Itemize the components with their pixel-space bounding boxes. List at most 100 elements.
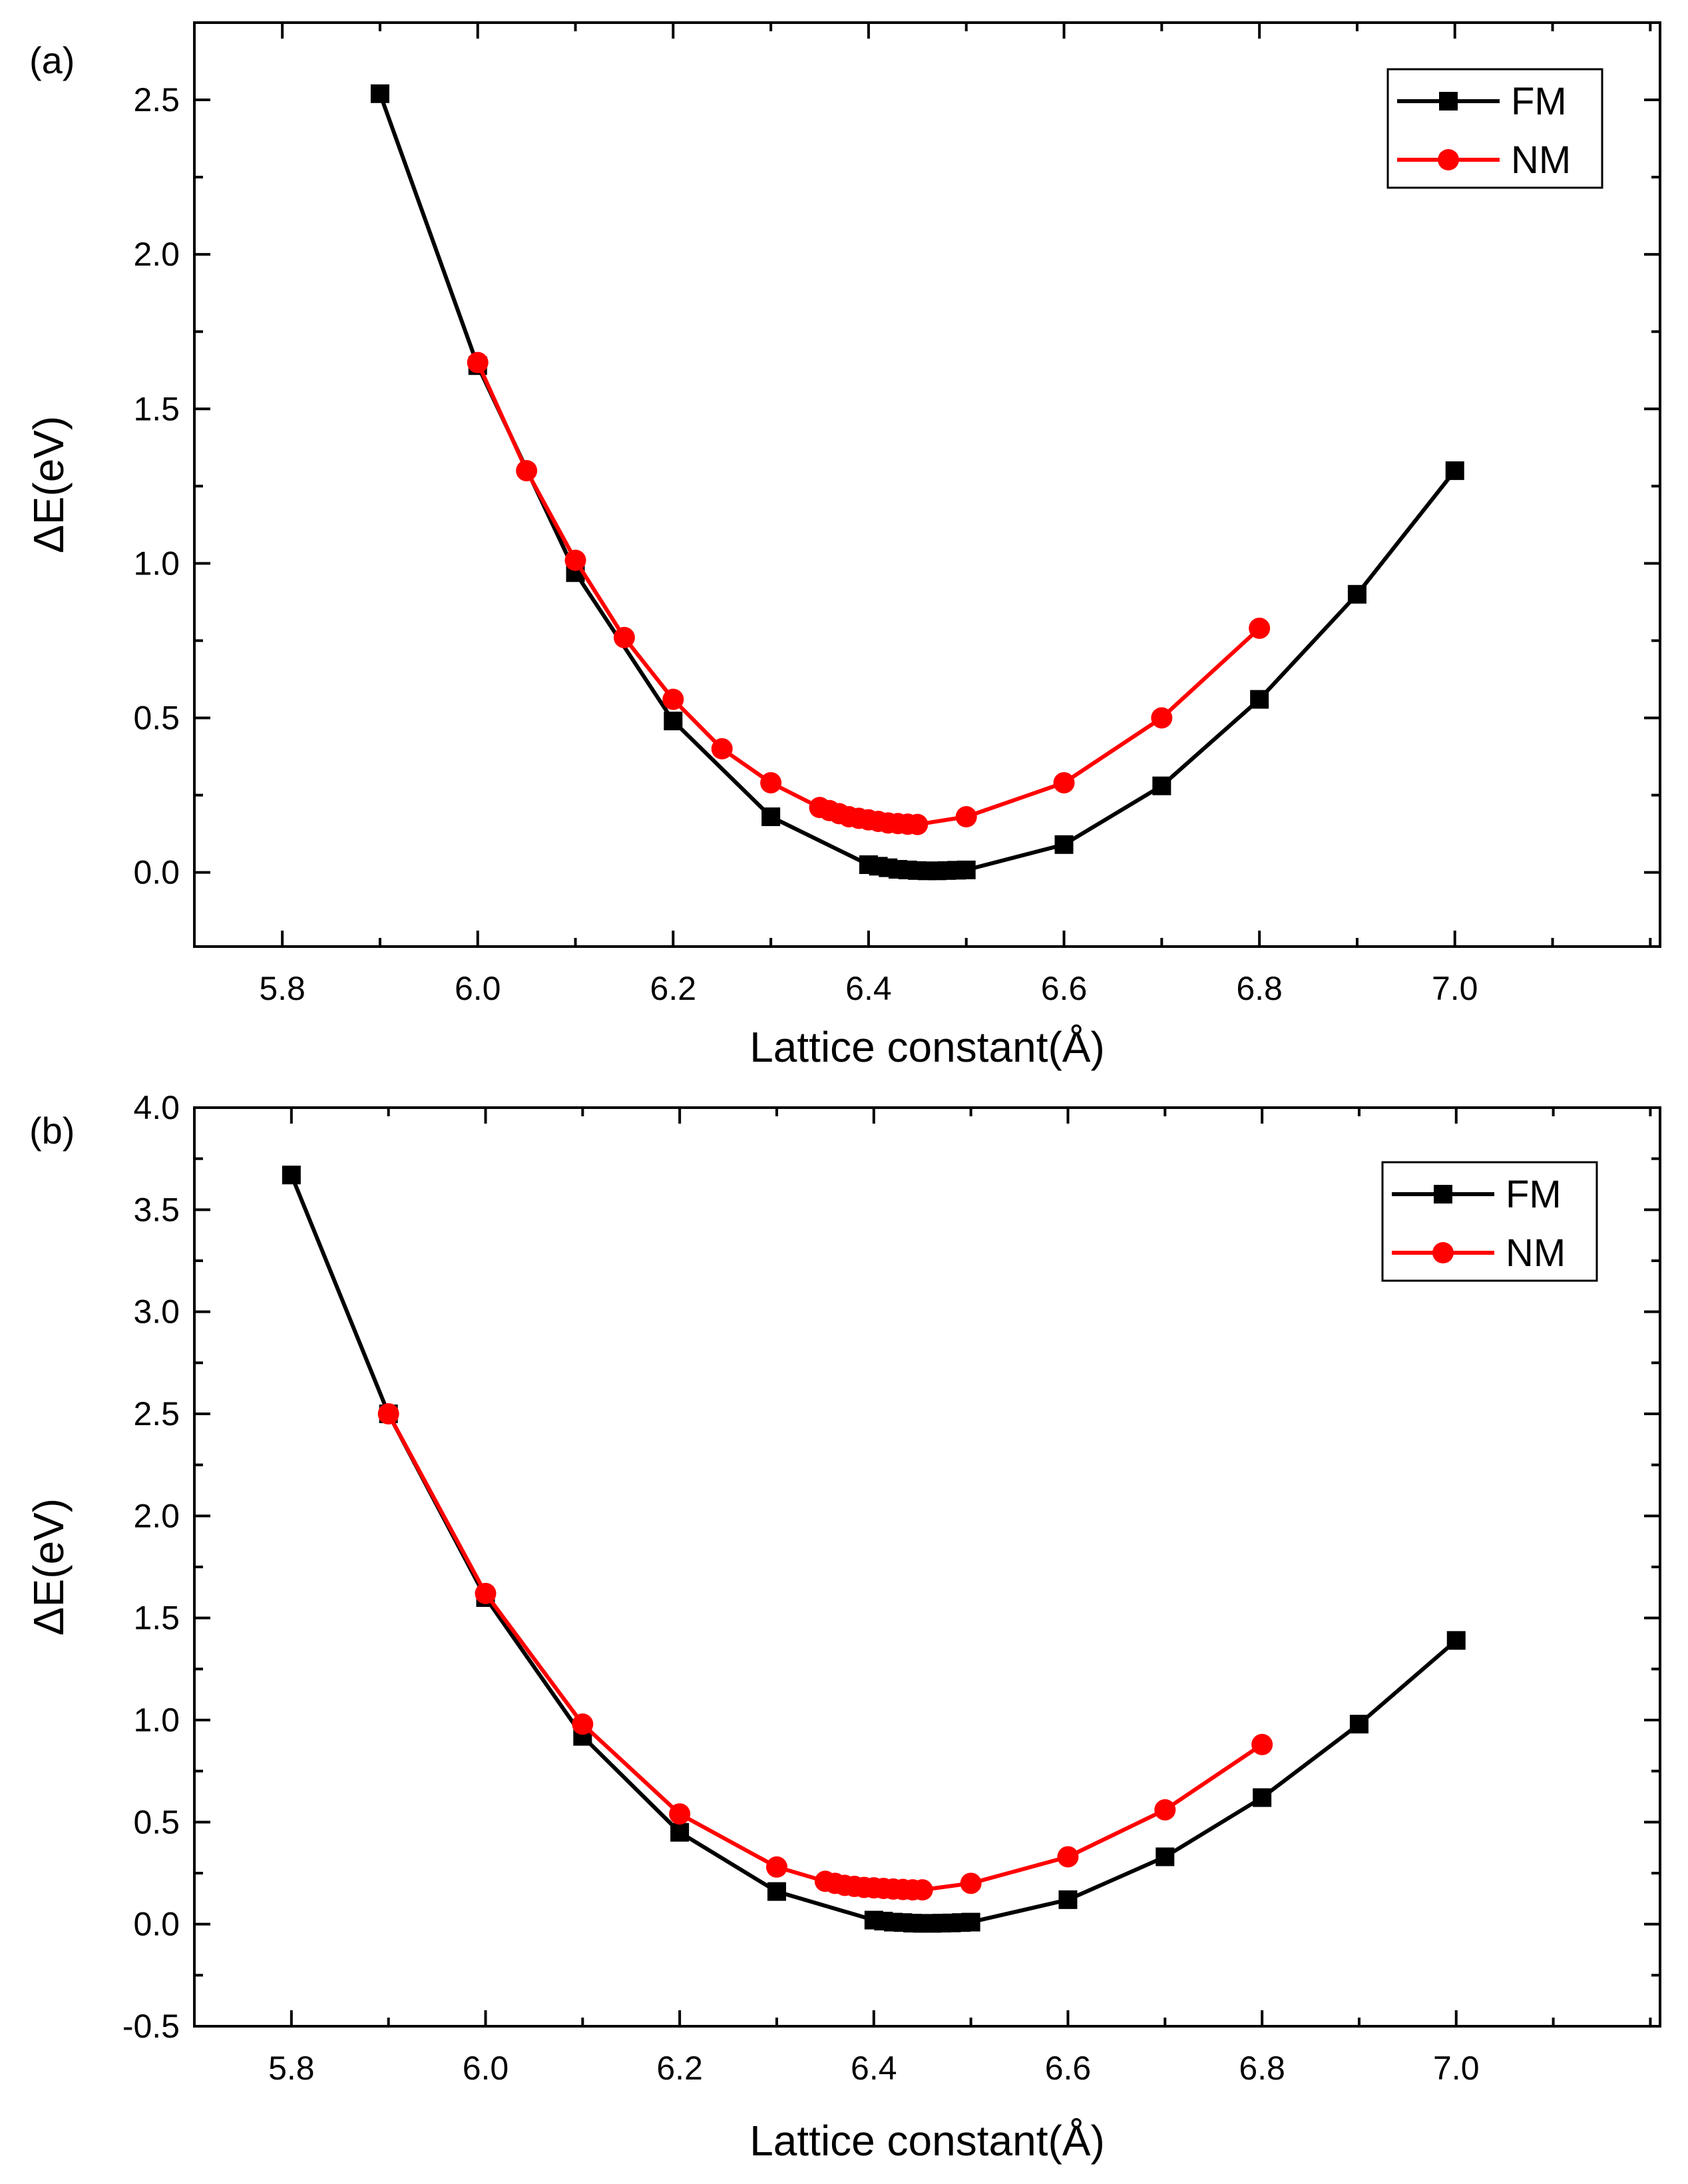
legend-marker-fm bbox=[1434, 1185, 1452, 1203]
y-axis-label: ΔE(eV) bbox=[25, 416, 73, 553]
data-point-fm bbox=[767, 1882, 786, 1901]
legend-label-nm: NM bbox=[1506, 1231, 1566, 1275]
data-point-fm bbox=[1156, 1847, 1175, 1866]
x-tick-label: 6.2 bbox=[656, 2050, 703, 2087]
y-tick-label: 4.0 bbox=[133, 1089, 180, 1126]
data-point-fm bbox=[1054, 835, 1074, 854]
data-point-fm bbox=[1347, 584, 1367, 604]
y-tick-label: 2.5 bbox=[133, 1395, 180, 1432]
data-point-fm bbox=[1253, 1788, 1272, 1807]
x-tick-label: 7.0 bbox=[1432, 970, 1478, 1007]
data-point-nm bbox=[1053, 771, 1075, 793]
x-axis-label: Lattice constant(Å) bbox=[749, 1023, 1105, 1071]
series-line-fm bbox=[378, 93, 1457, 873]
data-point-nm bbox=[1249, 617, 1271, 639]
legend-box bbox=[1386, 68, 1603, 189]
x-tick-label: 7.0 bbox=[1433, 2050, 1480, 2087]
data-point-fm bbox=[961, 1912, 980, 1932]
x-tick-label: 6.0 bbox=[463, 2050, 509, 2087]
data-point-fm bbox=[1445, 461, 1464, 481]
x-tick-label: 5.8 bbox=[259, 970, 306, 1007]
y-tick-label: 1.0 bbox=[133, 545, 180, 582]
data-point-nm bbox=[1151, 707, 1173, 729]
y-tick-label: 0.0 bbox=[133, 854, 180, 891]
data-point-nm bbox=[572, 1713, 594, 1735]
x-tick-label: 6.8 bbox=[1236, 970, 1283, 1007]
y-tick-label: 0.0 bbox=[133, 1906, 180, 1943]
legend-label-nm: NM bbox=[1511, 138, 1571, 182]
x-tick-label: 6.0 bbox=[455, 970, 501, 1007]
legend-marker-fm bbox=[1439, 92, 1458, 110]
data-point-fm bbox=[282, 1166, 301, 1185]
data-point-nm bbox=[765, 1856, 787, 1878]
y-tick-label: 0.5 bbox=[133, 699, 180, 736]
x-tick-label: 6.2 bbox=[650, 970, 697, 1007]
data-point-nm bbox=[760, 771, 782, 793]
panel-b: 5.8 6.0 6.2 6.4 6.6 6.8 7.0 -0.5 0.0 0.5 1.0 1.5 2.0… bbox=[25, 1089, 1661, 2165]
x-tick-label: 5.8 bbox=[268, 2050, 315, 2087]
y-axis-label: ΔE(eV) bbox=[25, 1498, 73, 1636]
panel-label: (b) bbox=[29, 1110, 75, 1152]
x-tick-label: 6.6 bbox=[1041, 970, 1088, 1007]
data-point-nm bbox=[1251, 1733, 1273, 1755]
data-point-fm bbox=[1446, 1631, 1466, 1650]
y-tick-label: 0.5 bbox=[133, 1803, 180, 1841]
data-point-nm bbox=[1154, 1799, 1176, 1821]
series-nm bbox=[377, 1403, 1273, 1901]
series-line-nm bbox=[475, 361, 1261, 827]
legend: FM NM bbox=[1386, 68, 1603, 189]
data-point-nm bbox=[564, 549, 586, 571]
legend-box bbox=[1381, 1161, 1598, 1282]
x-tick-label: 6.4 bbox=[845, 970, 892, 1007]
series-line-nm bbox=[387, 1413, 1263, 1892]
series-line-fm bbox=[290, 1174, 1458, 1926]
panel-label: (a) bbox=[29, 39, 75, 81]
data-point-nm bbox=[516, 460, 538, 482]
x-axis-label: Lattice constant(Å) bbox=[749, 2117, 1105, 2165]
y-tick-label: 2.0 bbox=[133, 236, 180, 273]
y-tick-label: 1.5 bbox=[133, 390, 180, 427]
y-tick-label: -0.5 bbox=[122, 2008, 180, 2045]
x-tick-label: 6.6 bbox=[1045, 2050, 1092, 2087]
y-tick-label: 2.0 bbox=[133, 1497, 180, 1534]
data-point-fm bbox=[670, 1823, 690, 1842]
data-point-fm bbox=[1152, 776, 1171, 795]
y-tick-label: 3.5 bbox=[133, 1191, 180, 1228]
series-nm bbox=[467, 351, 1271, 835]
y-tick-label: 1.0 bbox=[133, 1701, 180, 1739]
data-point-nm bbox=[475, 1582, 497, 1604]
data-point-nm bbox=[377, 1403, 399, 1424]
plot-frame bbox=[193, 21, 1661, 948]
legend-label-fm: FM bbox=[1506, 1173, 1562, 1216]
series-fm bbox=[370, 84, 1464, 881]
legend-marker-nm bbox=[1432, 1242, 1454, 1263]
data-point-nm bbox=[911, 1879, 933, 1901]
data-point-fm bbox=[956, 860, 976, 879]
data-point-nm bbox=[613, 626, 635, 648]
x-tick-label: 6.8 bbox=[1239, 2050, 1285, 2087]
data-point-fm bbox=[664, 712, 683, 731]
data-point-fm bbox=[1058, 1890, 1078, 1909]
x-tick-label: 6.4 bbox=[851, 2050, 897, 2087]
y-tick-label: 3.0 bbox=[133, 1293, 180, 1331]
data-point-nm bbox=[960, 1872, 982, 1894]
legend-label-fm: FM bbox=[1511, 80, 1567, 123]
data-point-fm bbox=[761, 807, 781, 827]
data-point-nm bbox=[662, 688, 684, 710]
data-point-nm bbox=[467, 351, 489, 373]
y-tick-label: 1.5 bbox=[133, 1600, 180, 1637]
legend: FM NM bbox=[1381, 1161, 1598, 1282]
data-point-nm bbox=[955, 806, 977, 828]
data-point-fm bbox=[1349, 1715, 1369, 1734]
data-point-fm bbox=[370, 84, 389, 103]
data-point-fm bbox=[1250, 690, 1269, 709]
data-point-nm bbox=[711, 738, 733, 760]
data-point-nm bbox=[669, 1803, 691, 1825]
data-point-nm bbox=[1057, 1846, 1079, 1868]
data-point-nm bbox=[907, 813, 929, 835]
y-tick-label: 2.5 bbox=[133, 81, 180, 118]
legend-marker-nm bbox=[1438, 149, 1459, 170]
panel-a: 5.8 6.0 6.2 6.4 6.6 6.8 7.0 0.0 0.5 1.0 1.5 2.0 2.5 L… bbox=[25, 21, 1661, 1071]
